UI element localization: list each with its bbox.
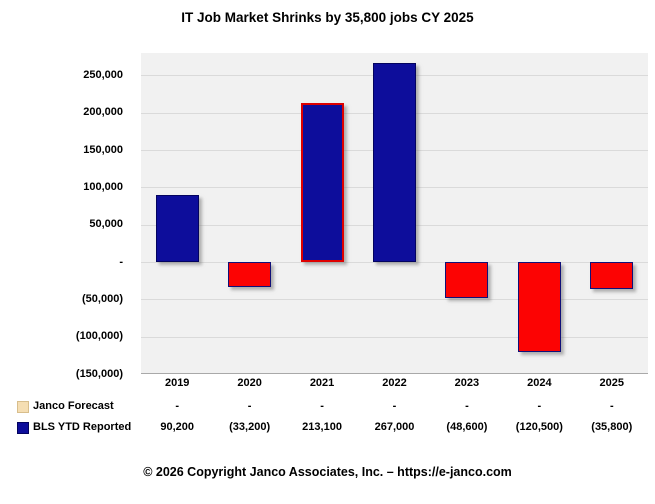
bls-reported-value: (120,500) [515, 421, 563, 433]
chart-title: IT Job Market Shrinks by 35,800 jobs CY … [181, 10, 474, 25]
bls-reported-value: (35,800) [591, 421, 633, 433]
bar-2022 [373, 63, 416, 262]
year-label: 2020 [237, 377, 262, 389]
y-tick-label: (50,000) [82, 293, 123, 305]
copyright-footer: © 2026 Copyright Janco Associates, Inc. … [143, 465, 512, 479]
janco-forecast-value: - [537, 400, 542, 412]
bls-reported-value: 90,200 [160, 421, 195, 433]
y-tick-label: 50,000 [89, 218, 123, 230]
legend-janco-label: Janco Forecast [33, 400, 114, 412]
janco-forecast-value: - [175, 400, 180, 412]
legend-item-bls-reported: BLS YTD Reported [17, 421, 131, 434]
y-tick-label: 250,000 [83, 69, 123, 81]
bar-2025 [590, 262, 634, 289]
year-label: 2024 [527, 377, 552, 389]
year-label: 2021 [309, 377, 335, 389]
y-tick-label: 200,000 [83, 106, 123, 118]
gridline [141, 299, 648, 300]
janco-forecast-value: - [609, 400, 614, 412]
year-label: 2025 [599, 377, 625, 389]
y-tick-label: - [119, 256, 123, 268]
bls-reported-value: 267,000 [374, 421, 415, 433]
bar-2020 [228, 262, 272, 287]
bls-reported-swatch-icon [17, 421, 29, 434]
legend-bls-label: BLS YTD Reported [33, 421, 132, 433]
bar-2024 [517, 262, 561, 352]
legend-item-janco-forecast: Janco Forecast [17, 400, 114, 413]
y-tick-label: 150,000 [83, 144, 123, 156]
y-tick-label: (100,000) [75, 330, 123, 342]
janco-forecast-value: - [247, 400, 252, 412]
janco-forecast-swatch-icon [17, 400, 29, 413]
y-tick-label: (150,000) [75, 368, 123, 380]
bar-2023 [445, 262, 489, 298]
year-label: 2022 [382, 377, 407, 389]
bar-2021 [300, 103, 344, 262]
janco-forecast-value: - [465, 400, 469, 412]
y-tick-label: 100,000 [83, 181, 123, 193]
gridline [141, 262, 648, 263]
bls-reported-value: 213,100 [302, 421, 342, 433]
bls-reported-value: (33,200) [229, 421, 271, 433]
janco-forecast-value: - [392, 400, 397, 412]
year-label: 2019 [164, 377, 190, 389]
janco-forecast-value: - [320, 400, 324, 412]
bls-reported-value: (48,600) [446, 421, 488, 433]
year-label: 2023 [454, 377, 480, 389]
gridline [141, 337, 648, 338]
bar-2019 [155, 195, 199, 262]
